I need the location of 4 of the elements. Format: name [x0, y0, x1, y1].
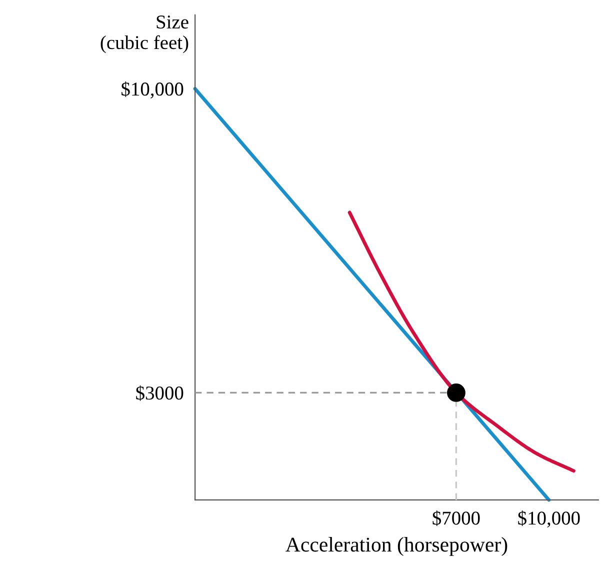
y-tick-label: $3000 [136, 385, 184, 401]
x-tick-label: $7000 [432, 510, 480, 526]
y-axis-title: Size (cubic feet) [100, 16, 188, 54]
x-axis-title: Acceleration (horsepower) [286, 537, 508, 556]
